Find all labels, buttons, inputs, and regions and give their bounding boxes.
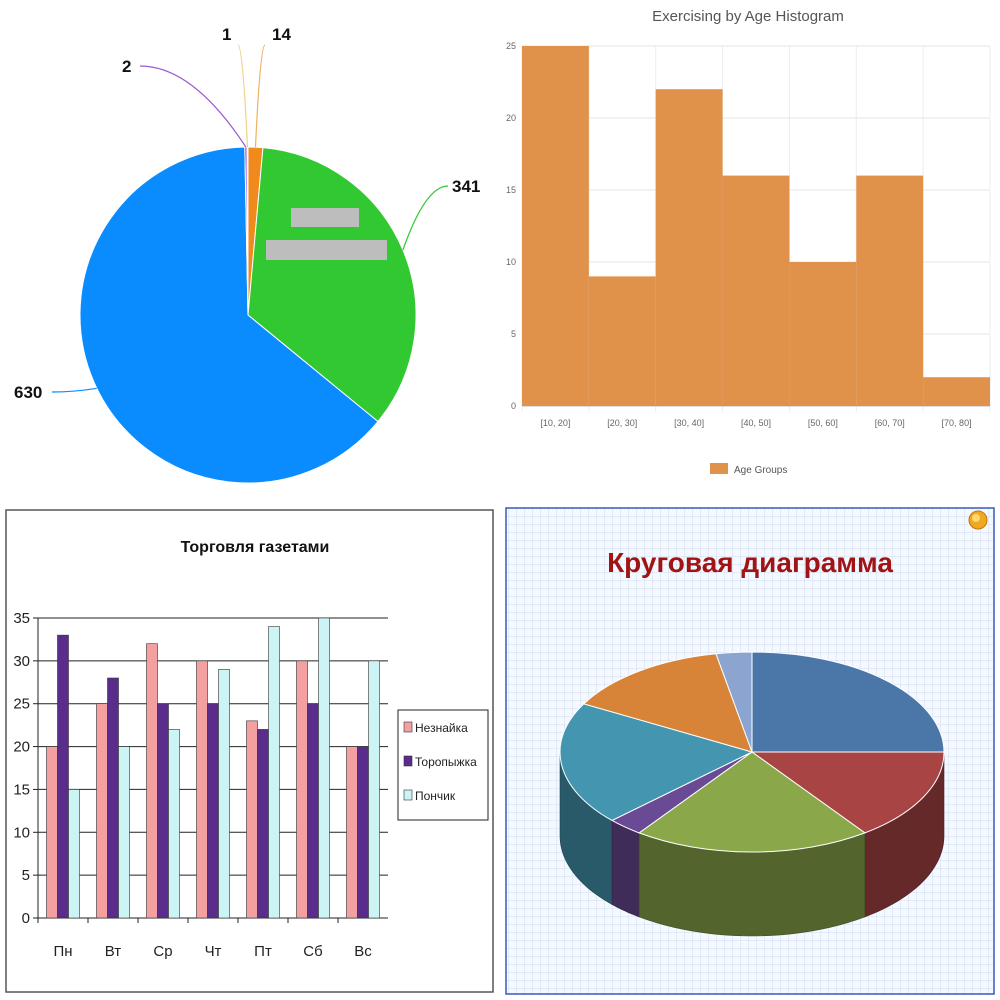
bar — [96, 703, 108, 919]
bar — [346, 746, 358, 919]
y-tick-label: 0 — [22, 910, 30, 927]
histogram-bar — [722, 175, 790, 406]
y-tick-label: 25 — [506, 41, 516, 51]
x-tick-label: Чт — [205, 943, 222, 960]
pie-slice — [750, 751, 945, 834]
bar — [307, 703, 319, 919]
pie-slice-side — [611, 819, 640, 918]
histogram-panel: Exercising by Age Histogram [10, 20] [20,… — [500, 0, 1000, 500]
pie-slice — [559, 703, 754, 822]
histogram-bar — [522, 46, 589, 406]
pie-slice-label: 2 — [122, 57, 131, 76]
pie-slice — [751, 651, 945, 753]
bar — [46, 746, 58, 919]
y-tick-label: 15 — [506, 185, 516, 195]
legend-box — [397, 709, 489, 821]
legend-swatch — [403, 789, 413, 801]
bar — [107, 677, 119, 919]
coin-highlight-icon — [972, 514, 980, 522]
pie-slice — [638, 751, 866, 853]
pie-slice-label: 14 — [272, 25, 291, 44]
leader-line — [237, 44, 249, 148]
y-tick-label: 25 — [13, 696, 30, 713]
bar — [157, 703, 169, 919]
newspaper-chart-title: Торговля газетами — [181, 539, 330, 556]
bar — [68, 789, 80, 919]
y-tick-label: 10 — [13, 824, 30, 841]
redacted-label-box — [266, 240, 387, 260]
histogram-bar — [588, 276, 656, 406]
pie-chart: 14 341 630 2 1 — [14, 25, 480, 484]
histogram-bar — [856, 175, 924, 406]
x-tick-label: [40, 50] — [741, 418, 771, 428]
bar — [318, 617, 330, 919]
bar — [296, 660, 308, 919]
legend-label: Пончик — [415, 789, 456, 803]
x-tick-label: [60, 70] — [875, 418, 905, 428]
x-tick-label: Вт — [105, 943, 122, 960]
y-tick-label: 20 — [13, 739, 30, 756]
y-tick-label: 10 — [506, 257, 516, 267]
x-tick-label: Пн — [53, 943, 72, 960]
leader-line — [139, 65, 247, 148]
y-tick-label: 0 — [511, 401, 516, 411]
pie-slice — [582, 653, 753, 753]
x-tick-label: Сб — [303, 943, 322, 960]
y-tick-label: 5 — [511, 329, 516, 339]
y-tick-label: 30 — [13, 653, 30, 670]
legend-swatch-age-groups — [710, 463, 728, 474]
pie-slice-label: 341 — [452, 177, 480, 196]
x-tick-label: [10, 20] — [540, 418, 570, 428]
redacted-label-box — [291, 208, 359, 227]
y-tick-label: 15 — [13, 781, 30, 798]
x-tick-label: Пт — [254, 943, 272, 960]
histogram-bar — [789, 262, 857, 406]
bar — [218, 669, 230, 919]
legend-label: Незнайка — [415, 721, 468, 735]
leader-line — [254, 44, 266, 148]
pie-slice-label: 1 — [222, 25, 231, 44]
pie-slice — [715, 651, 753, 753]
y-tick-label: 20 — [506, 113, 516, 123]
pie-chart-panel: 14 341 630 2 1 — [0, 0, 500, 500]
y-tick-label: 35 — [13, 610, 30, 627]
histogram-bar — [655, 89, 723, 406]
legend-label: Торопыжка — [415, 755, 477, 769]
legend-label-age-groups: Age Groups — [734, 465, 787, 476]
x-tick-label: [70, 80] — [942, 418, 972, 428]
bar — [118, 746, 130, 919]
legend-swatch — [403, 755, 413, 767]
leader-line — [402, 185, 449, 251]
bar — [368, 660, 380, 919]
y-tick-label: 5 — [22, 867, 30, 884]
bar — [268, 626, 280, 919]
x-tick-label: [20, 30] — [607, 418, 637, 428]
histogram-chart: Exercising by Age Histogram [10, 20] [20,… — [506, 8, 991, 476]
newspaper-bar-chart: Торговля газетами Пн Вт Ср Чт Пт Сб Вс 0 5 10 15 2… — [5, 509, 494, 993]
x-tick-label: [50, 60] — [808, 418, 838, 428]
legend-swatch — [403, 721, 413, 733]
bar — [207, 703, 219, 919]
bar — [196, 660, 208, 919]
bar — [357, 746, 369, 919]
3d-pie-title: Круговая диаграмма — [607, 547, 893, 578]
bar — [146, 643, 158, 919]
histogram-bar — [923, 377, 990, 406]
bar — [57, 634, 69, 919]
3d-pie-chart-panel: Круговая диаграмма — [500, 500, 1000, 1000]
leader-line — [51, 387, 97, 393]
histogram-title: Exercising by Age Histogram — [652, 8, 844, 25]
bar — [246, 720, 258, 919]
newspaper-bar-chart-panel: Торговля газетами Пн Вт Ср Чт Пт Сб Вс 0 5 10 15 2… — [0, 500, 500, 1000]
bar — [257, 729, 269, 919]
x-tick-label: Вс — [354, 943, 372, 960]
x-tick-label: [30, 40] — [674, 418, 704, 428]
pie-slice — [79, 146, 379, 484]
3d-pie-chart: Круговая диаграмма — [505, 507, 995, 995]
x-tick-label: Ср — [153, 943, 172, 960]
pie-slice-label: 630 — [14, 383, 42, 402]
bar — [168, 729, 180, 919]
